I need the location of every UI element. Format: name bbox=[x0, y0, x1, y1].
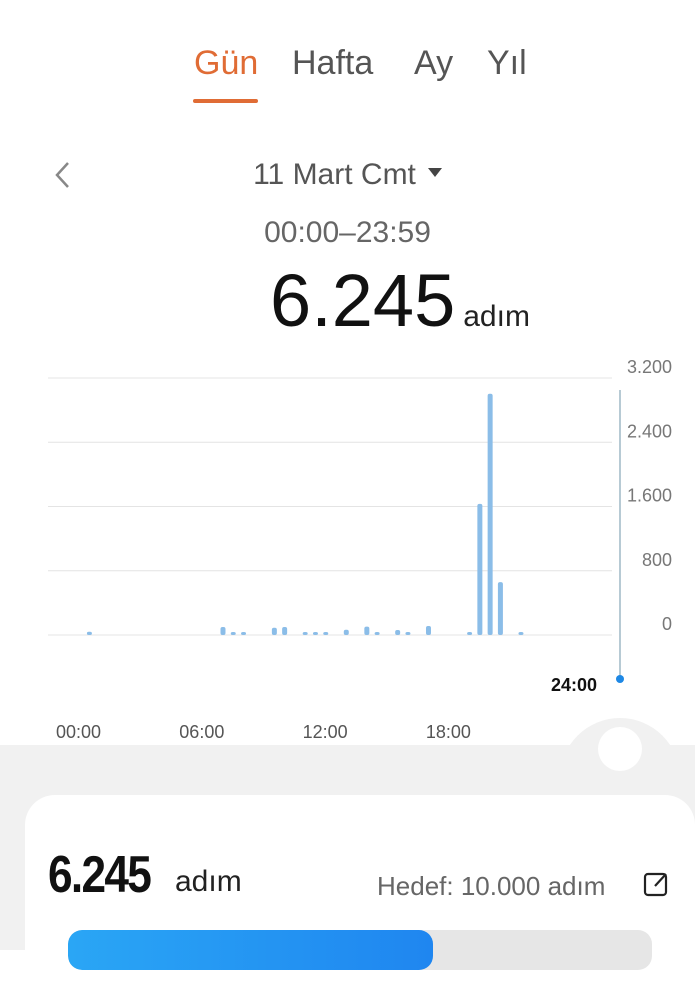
step-bar[interactable] bbox=[477, 503, 483, 635]
step-bar[interactable] bbox=[425, 626, 431, 635]
goal-label: Hedef: 10.000 adım bbox=[377, 871, 606, 901]
step-bar[interactable] bbox=[497, 582, 503, 635]
total-steps-value: 6.245 bbox=[270, 259, 456, 342]
step-bar[interactable] bbox=[395, 630, 401, 635]
time-cursor-dot[interactable] bbox=[616, 675, 624, 683]
goal-progress-fill bbox=[68, 930, 433, 970]
y-tick-label: 3.200 bbox=[627, 357, 672, 377]
tab-month[interactable]: Ay bbox=[414, 44, 454, 82]
step-bar[interactable] bbox=[241, 632, 247, 635]
summary-steps-value: 6.245 bbox=[48, 846, 152, 904]
step-bar[interactable] bbox=[405, 632, 411, 635]
y-tick-label: 0 bbox=[662, 614, 672, 634]
x-tick-label: 12:00 bbox=[303, 722, 348, 742]
date-selector[interactable]: 11 Mart Cmt bbox=[0, 158, 695, 192]
step-bar[interactable] bbox=[271, 627, 277, 635]
chevron-left-icon[interactable] bbox=[52, 160, 76, 190]
step-bar[interactable] bbox=[86, 631, 92, 635]
tab-day[interactable]: Gün bbox=[194, 44, 259, 82]
summary-steps-unit: adım bbox=[175, 865, 242, 898]
y-tick-label: 1.600 bbox=[627, 486, 672, 506]
step-bar[interactable] bbox=[312, 632, 318, 635]
time-slider-handle[interactable] bbox=[598, 727, 642, 771]
x-tick-label: 00:00 bbox=[56, 722, 101, 742]
step-bar[interactable] bbox=[230, 632, 236, 635]
tab-year[interactable]: Yıl bbox=[487, 44, 527, 82]
step-bar[interactable] bbox=[374, 632, 380, 635]
edit-icon[interactable] bbox=[643, 871, 669, 897]
y-tick-label: 800 bbox=[642, 550, 672, 570]
tab-week[interactable]: Hafta bbox=[292, 44, 374, 82]
period-tabs: Gün Hafta Ay Yıl bbox=[0, 44, 695, 104]
step-bar[interactable] bbox=[220, 626, 226, 635]
step-bar[interactable] bbox=[518, 632, 524, 635]
step-bar[interactable] bbox=[343, 629, 349, 635]
active-tab-indicator bbox=[193, 99, 258, 103]
total-steps: 6.245 adım bbox=[0, 258, 695, 343]
x-tick-label: 06:00 bbox=[179, 722, 224, 742]
time-range: 00:00–23:59 bbox=[264, 216, 431, 249]
step-bar[interactable] bbox=[487, 393, 493, 635]
step-bar[interactable] bbox=[302, 632, 308, 635]
step-bar[interactable] bbox=[323, 632, 329, 635]
summary-card: 6.245 adım Hedef: 10.000 adım bbox=[25, 795, 695, 995]
step-bar[interactable] bbox=[467, 632, 473, 635]
x-tick-label: 18:00 bbox=[426, 722, 471, 742]
goal-progress-bar bbox=[68, 930, 652, 970]
date-label: 11 Mart Cmt bbox=[253, 158, 416, 191]
step-bar[interactable] bbox=[364, 626, 370, 635]
step-bar[interactable] bbox=[282, 626, 288, 635]
cursor-time-label: 24:00 bbox=[551, 675, 597, 695]
y-tick-label: 2.400 bbox=[627, 421, 672, 441]
total-steps-unit: adım bbox=[463, 300, 530, 333]
caret-down-icon bbox=[427, 167, 442, 177]
